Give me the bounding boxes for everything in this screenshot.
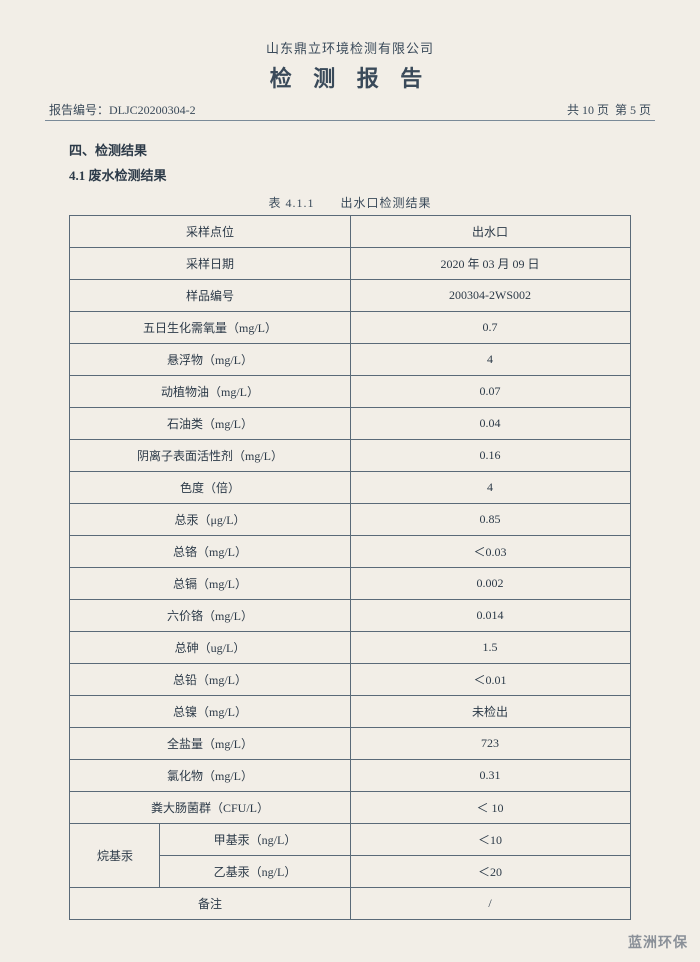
table-row: 阴离子表面活性剂（mg/L）0.16 — [70, 440, 630, 472]
table-row: 五日生化需氧量（mg/L）0.7 — [70, 312, 630, 344]
param-value: 200304-2WS002 — [350, 280, 630, 312]
header-underline — [45, 120, 655, 121]
param-label: 总铅（mg/L） — [70, 664, 350, 696]
param-value: 0.7 — [350, 312, 630, 344]
report-number: 报告编号：DLJC20200304-2 — [49, 101, 196, 118]
param-value: 723 — [350, 728, 630, 760]
table-caption: 表 4.1.1 出水口检测结果 — [45, 194, 655, 211]
remark-value: / — [350, 888, 630, 920]
param-value: ＜20 — [350, 856, 630, 888]
company-name: 山东鼎立环境检测有限公司 — [45, 38, 655, 57]
table-row: 采样日期2020 年 03 月 09 日 — [70, 248, 630, 280]
param-label: 乙基汞（ng/L） — [160, 856, 350, 888]
param-label: 甲基汞（ng/L） — [160, 824, 350, 856]
table-row: 总铬（mg/L）＜0.03 — [70, 536, 630, 568]
param-value: ＜10 — [350, 824, 630, 856]
table-row: 悬浮物（mg/L）4 — [70, 344, 630, 376]
param-label: 样品编号 — [70, 280, 350, 312]
param-value: 0.85 — [350, 504, 630, 536]
section-4-heading: 四、检测结果 — [69, 139, 655, 164]
table-row: 六价铬（mg/L）0.014 — [70, 600, 630, 632]
param-value: ＜ 10 — [350, 792, 630, 824]
table-row: 石油类（mg/L）0.04 — [70, 408, 630, 440]
param-value: 1.5 — [350, 632, 630, 664]
param-label: 色度（倍） — [70, 472, 350, 504]
table-row: 粪大肠菌群（CFU/L）＜ 10 — [70, 792, 630, 824]
results-table: 采样点位出水口采样日期2020 年 03 月 09 日样品编号200304-2W… — [69, 215, 630, 920]
table-row: 氯化物（mg/L）0.31 — [70, 760, 630, 792]
param-value: ＜0.03 — [350, 536, 630, 568]
param-label: 总砷（ug/L） — [70, 632, 350, 664]
param-value: ＜0.01 — [350, 664, 630, 696]
param-value: 0.014 — [350, 600, 630, 632]
param-value: 2020 年 03 月 09 日 — [350, 248, 630, 280]
param-label: 五日生化需氧量（mg/L） — [70, 312, 350, 344]
remark-label: 备注 — [70, 888, 350, 920]
table-row: 总铅（mg/L）＜0.01 — [70, 664, 630, 696]
table-row: 样品编号200304-2WS002 — [70, 280, 630, 312]
table-row: 采样点位出水口 — [70, 216, 630, 248]
table-row: 总镉（mg/L）0.002 — [70, 568, 630, 600]
param-value: 0.04 — [350, 408, 630, 440]
param-value: 0.31 — [350, 760, 630, 792]
param-value: 0.002 — [350, 568, 630, 600]
table-row: 总镍（mg/L）未检出 — [70, 696, 630, 728]
param-label: 总镍（mg/L） — [70, 696, 350, 728]
param-value: 4 — [350, 472, 630, 504]
table-row: 备注/ — [70, 888, 630, 920]
watermark: 蓝洲环保 — [628, 932, 688, 952]
param-label: 氯化物（mg/L） — [70, 760, 350, 792]
param-value: 4 — [350, 344, 630, 376]
param-label: 总镉（mg/L） — [70, 568, 350, 600]
param-label: 六价铬（mg/L） — [70, 600, 350, 632]
param-label: 阴离子表面活性剂（mg/L） — [70, 440, 350, 472]
param-label: 动植物油（mg/L） — [70, 376, 350, 408]
param-label: 全盐量（mg/L） — [70, 728, 350, 760]
param-group-label: 烷基汞 — [70, 824, 160, 888]
table-row: 总砷（ug/L）1.5 — [70, 632, 630, 664]
param-label: 采样点位 — [70, 216, 350, 248]
section-4-1-heading: 4.1 废水检测结果 — [69, 164, 655, 189]
param-value: 0.07 — [350, 376, 630, 408]
param-label: 采样日期 — [70, 248, 350, 280]
param-label: 石油类（mg/L） — [70, 408, 350, 440]
param-label: 总汞（μg/L） — [70, 504, 350, 536]
report-title: 检 测 报 告 — [45, 61, 655, 93]
table-row: 色度（倍）4 — [70, 472, 630, 504]
param-value: 出水口 — [350, 216, 630, 248]
table-row: 总汞（μg/L）0.85 — [70, 504, 630, 536]
table-row: 烷基汞甲基汞（ng/L）＜10 — [70, 824, 630, 856]
table-row: 动植物油（mg/L）0.07 — [70, 376, 630, 408]
param-label: 悬浮物（mg/L） — [70, 344, 350, 376]
page-indicator: 共 10 页 第 5 页 — [567, 101, 651, 118]
param-label: 粪大肠菌群（CFU/L） — [70, 792, 350, 824]
param-value: 未检出 — [350, 696, 630, 728]
param-value: 0.16 — [350, 440, 630, 472]
param-label: 总铬（mg/L） — [70, 536, 350, 568]
table-row: 全盐量（mg/L）723 — [70, 728, 630, 760]
